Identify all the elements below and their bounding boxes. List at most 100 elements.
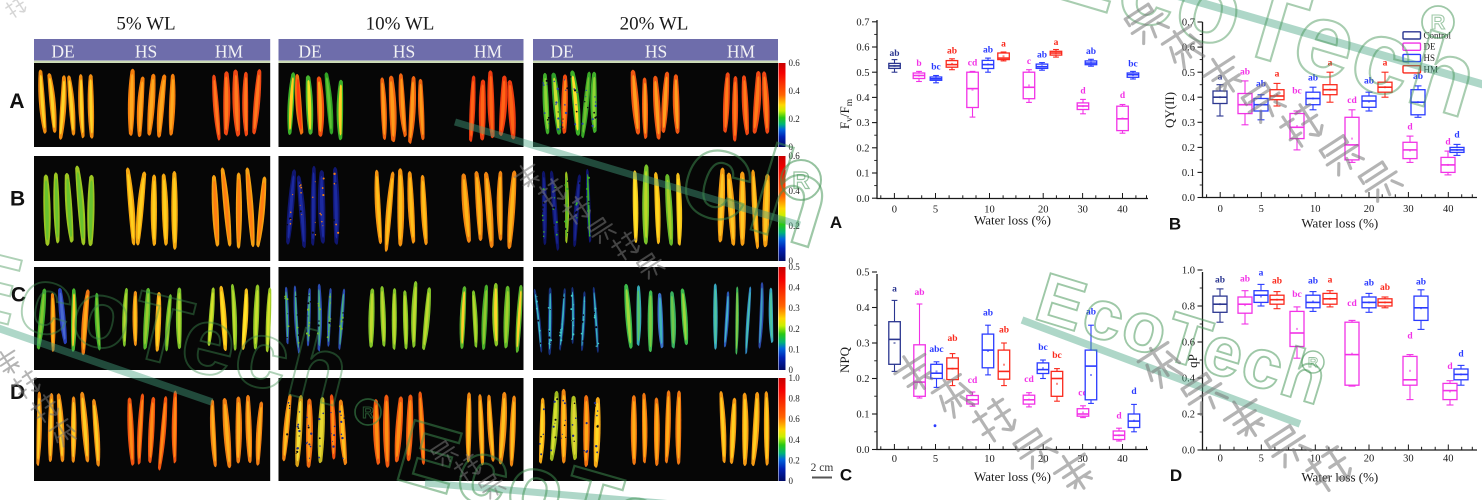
svg-text:10% WL: 10% WL [366, 14, 435, 35]
svg-text:ab: ab [1272, 277, 1282, 287]
svg-text:5: 5 [933, 205, 938, 216]
svg-text:d: d [1407, 331, 1413, 341]
svg-text:ab: ab [1364, 278, 1374, 288]
svg-text:a: a [1383, 58, 1388, 68]
svg-text:0: 0 [789, 142, 794, 152]
svg-text:DE: DE [298, 41, 321, 61]
svg-text:0.6: 0.6 [1182, 338, 1195, 349]
svg-text:a: a [1328, 58, 1333, 68]
svg-text:d: d [1131, 387, 1137, 397]
svg-text:ab: ab [1380, 283, 1390, 293]
svg-text:ab: ab [983, 308, 993, 318]
svg-text:40: 40 [1443, 454, 1454, 465]
svg-text:0.4: 0.4 [789, 435, 801, 445]
svg-text:ab: ab [1240, 68, 1250, 78]
svg-text:DE: DE [550, 41, 573, 61]
svg-text:ab: ab [1364, 76, 1374, 86]
svg-text:cd: cd [1078, 389, 1088, 399]
svg-text:0: 0 [789, 256, 794, 266]
svg-text:A: A [9, 90, 24, 113]
svg-text:0.3: 0.3 [856, 118, 869, 129]
svg-text:5: 5 [1259, 454, 1264, 465]
svg-text:ab: ab [1308, 73, 1318, 83]
svg-text:0.1: 0.1 [1182, 168, 1195, 179]
svg-text:40: 40 [1117, 205, 1128, 216]
svg-text:0.4: 0.4 [789, 86, 801, 96]
svg-text:20: 20 [1364, 454, 1375, 465]
svg-text:1.0: 1.0 [789, 373, 801, 383]
svg-text:0.0: 0.0 [1182, 193, 1195, 204]
svg-text:NPQ: NPQ [837, 346, 852, 373]
svg-text:0.3: 0.3 [856, 339, 869, 350]
svg-text:0.4: 0.4 [856, 303, 870, 314]
svg-text:0.7: 0.7 [856, 17, 869, 28]
svg-text:0.2: 0.2 [789, 114, 800, 124]
svg-text:0.5: 0.5 [856, 68, 869, 79]
svg-text:0.3: 0.3 [789, 303, 801, 313]
svg-text:0.5: 0.5 [856, 268, 869, 279]
svg-text:20: 20 [1038, 205, 1049, 216]
svg-text:bc: bc [1038, 343, 1048, 353]
svg-text:0.2: 0.2 [789, 221, 800, 231]
svg-text:0: 0 [892, 454, 897, 465]
svg-text:HM: HM [727, 41, 756, 61]
svg-text:30: 30 [1077, 205, 1088, 216]
svg-text:ab: ab [1240, 275, 1250, 285]
svg-text:30: 30 [1077, 454, 1088, 465]
svg-text:d: d [1458, 349, 1464, 359]
svg-text:0.6: 0.6 [789, 151, 801, 161]
svg-text:ab: ab [1308, 277, 1318, 287]
svg-text:cd: cd [1347, 299, 1357, 309]
svg-text:bc: bc [1128, 60, 1138, 70]
svg-text:0.3: 0.3 [1182, 118, 1195, 129]
svg-text:cd: cd [1024, 375, 1034, 385]
svg-text:ab: ab [1086, 47, 1096, 57]
svg-text:ab: ab [1413, 72, 1423, 82]
svg-text:R: R [1431, 12, 1446, 34]
svg-text:d: d [1447, 362, 1453, 372]
svg-text:0: 0 [789, 476, 794, 486]
svg-text:Fv/Fm: Fv/Fm [837, 98, 855, 129]
svg-text:0: 0 [789, 365, 794, 375]
svg-text:1.0: 1.0 [1182, 266, 1195, 277]
svg-text:cd: cd [968, 58, 978, 68]
svg-text:DE: DE [51, 41, 74, 61]
svg-text:0.4: 0.4 [1182, 93, 1196, 104]
svg-text:DE: DE [1424, 42, 1436, 52]
svg-text:0.7: 0.7 [1182, 18, 1195, 29]
svg-text:d: d [1407, 122, 1413, 132]
svg-text:D: D [1170, 466, 1182, 485]
svg-text:ab: ab [999, 325, 1009, 335]
svg-text:HS: HS [645, 41, 667, 61]
svg-text:ab: ab [914, 288, 924, 298]
svg-text:HM: HM [215, 41, 244, 61]
svg-text:0.2: 0.2 [856, 374, 869, 385]
svg-text:HM: HM [1424, 64, 1439, 74]
svg-text:0.6: 0.6 [1182, 43, 1195, 54]
svg-text:20% WL: 20% WL [620, 14, 689, 35]
svg-text:D: D [10, 381, 25, 404]
svg-text:bc: bc [1292, 87, 1302, 97]
svg-text:0.8: 0.8 [1182, 302, 1195, 313]
svg-text:bc: bc [1052, 351, 1062, 361]
svg-text:HS: HS [393, 41, 415, 61]
svg-text:a: a [1054, 38, 1059, 48]
svg-text:A: A [830, 213, 842, 232]
svg-text:0: 0 [892, 205, 897, 216]
svg-text:0.2: 0.2 [856, 143, 869, 154]
svg-text:R: R [1308, 354, 1318, 370]
svg-text:30: 30 [1403, 454, 1414, 465]
svg-text:d: d [1116, 411, 1122, 421]
svg-text:HM: HM [474, 41, 503, 61]
svg-text:ab: ab [947, 46, 957, 56]
svg-text:ab: ab [1086, 308, 1096, 318]
svg-text:0.4: 0.4 [1182, 374, 1196, 385]
svg-text:5% WL: 5% WL [116, 14, 175, 35]
svg-text:5: 5 [933, 454, 938, 465]
svg-text:QY(II): QY(II) [1162, 92, 1177, 128]
svg-text:10: 10 [984, 205, 995, 216]
svg-text:10: 10 [984, 454, 995, 465]
svg-text:0.2: 0.2 [1182, 410, 1195, 421]
svg-text:c: c [1027, 57, 1031, 67]
svg-text:0.0: 0.0 [856, 194, 869, 205]
